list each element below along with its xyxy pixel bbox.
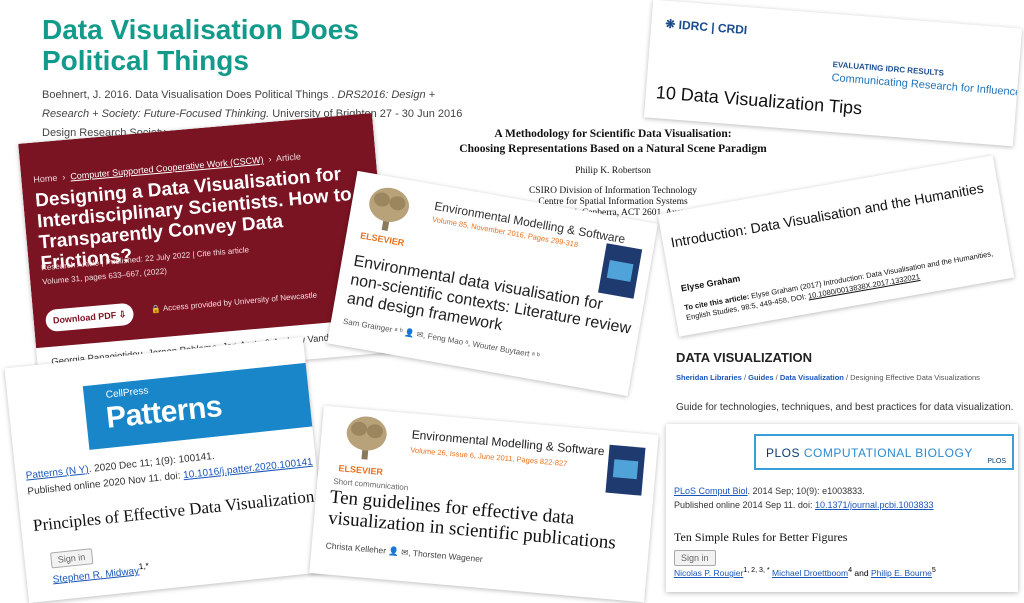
author-link[interactable]: Philip E. Bourne xyxy=(870,567,932,578)
ems-2011-article-card: ELSEVIER Environmental Modelling & Softw… xyxy=(309,405,659,603)
author-sup: 1, 2, 3, * xyxy=(743,566,770,574)
plos-article-title: Ten Simple Rules for Better Figures xyxy=(674,530,848,544)
chevron-right-icon: › xyxy=(265,153,275,165)
breadcrumb-sheridan[interactable]: Sheridan Libraries xyxy=(676,373,742,382)
author-sup: 5 xyxy=(931,566,936,574)
doi-link[interactable]: 10.1371/journal.pcbi.1003833 xyxy=(814,500,934,510)
idrc-logo: ❋ IDRC | CRDI xyxy=(665,17,748,37)
robertson-title-line1: A Methodology for Scientific Data Visual… xyxy=(494,128,732,140)
library-guide-header: DATA VISUALIZATION Sheridan Libraries / … xyxy=(676,344,1016,424)
robertson-org1: CSIRO Division of Information Technology xyxy=(528,186,698,196)
idrc-document-card: ❋ IDRC | CRDI EVALUATING IDRC RESULTS Co… xyxy=(643,0,1023,147)
graham-citation: To cite this article: Elyse Graham (2017… xyxy=(684,247,1008,323)
author-sup: 4 xyxy=(848,566,853,574)
citation-text: Boehnert, J. 2016. Data Visualisation Do… xyxy=(42,89,338,101)
ems-2016-article-card: ELSEVIER Environmental Modelling & Softw… xyxy=(327,170,658,397)
elsevier-tree-icon xyxy=(346,416,387,460)
access-notice: 🔒 Access provided by University of Newca… xyxy=(150,290,318,314)
guide-heading: DATA VISUALIZATION xyxy=(676,350,813,365)
journal-cover-image xyxy=(605,444,646,496)
sign-in-button[interactable]: Sign in xyxy=(674,550,716,566)
plos-small-logo: PLOS xyxy=(987,458,1006,465)
author-link[interactable]: Michael Droettboom xyxy=(772,567,849,578)
journal-cover-image xyxy=(598,243,643,299)
plos-journal-logo: PLOS COMPUTATIONAL BIOLOGY xyxy=(766,446,973,460)
plos-authors: Nicolas P. Rougier1, 2, 3, * Michael Dro… xyxy=(674,566,936,578)
guide-description: Guide for technologies, techniques, and … xyxy=(676,402,1014,413)
breadcrumb-article: Article xyxy=(275,151,302,164)
author-link[interactable]: Nicolas P. Rougier xyxy=(674,567,744,578)
plos-article-card: PLOS COMPUTATIONAL BIOLOGY PLOS PLoS Com… xyxy=(666,424,1018,592)
plos-published: Published online 2014 Sep 11. doi: 10.13… xyxy=(674,500,934,510)
robertson-address: GPO Box 664, Canberra, ACT 2601, Austral… xyxy=(523,208,703,218)
journal-link[interactable]: PLoS Comput Biol xyxy=(674,486,748,496)
source-details: . 2014 Sep; 10(9): e1003833. xyxy=(747,486,865,496)
idrc-brand-text: IDRC | CRDI xyxy=(678,17,748,38)
author-affiliation-sup: 1,* xyxy=(138,560,150,572)
patterns-article-title: Principles of Effective Data Visualizati… xyxy=(32,486,316,536)
graham-author: Elyse Graham xyxy=(680,273,742,294)
published-text: Published online 2014 Sep 11. doi: xyxy=(674,500,815,510)
elsevier-tree-icon xyxy=(369,187,410,231)
idrc-document-title: 10 Data Visualization Tips xyxy=(655,82,863,119)
breadcrumb-current: Designing Effective Data Visualizations xyxy=(850,373,980,382)
robertson-title-line2: Choosing Representations Based on a Natu… xyxy=(459,143,767,155)
breadcrumb-data-viz[interactable]: Data Visualization xyxy=(779,373,844,382)
plos-journal: COMPUTATIONAL BIOLOGY xyxy=(800,446,973,460)
plos-banner: PLOS COMPUTATIONAL BIOLOGY PLOS xyxy=(754,434,1014,470)
breadcrumb-guides[interactable]: Guides xyxy=(748,373,774,382)
ems-2016-article-title: Environmental data visualisation for non… xyxy=(345,252,633,338)
patterns-article-card: CellPress Patterns Patterns (N Y). 2020 … xyxy=(4,336,328,603)
sign-in-button[interactable]: Sign in xyxy=(49,548,93,569)
and-text: and xyxy=(852,567,871,578)
elsevier-wordmark: ELSEVIER xyxy=(338,463,384,478)
robertson-author: Philip K. Robertson xyxy=(575,166,651,176)
robertson-paper-header: A Methodology for Scientific Data Visual… xyxy=(452,128,774,223)
robertson-org2: Centre for Spatial Information Systems xyxy=(538,197,688,207)
breadcrumb-home[interactable]: Home xyxy=(32,172,58,185)
journal-link[interactable]: Patterns (N Y) xyxy=(25,464,90,482)
chevron-right-icon: › xyxy=(59,171,69,183)
page-title: Data Visualisation Does Political Things xyxy=(42,14,359,76)
guide-breadcrumb: Sheridan Libraries / Guides / Data Visua… xyxy=(676,373,980,382)
plos-brand: PLOS xyxy=(766,446,801,460)
ems-2011-authors[interactable]: Christa Kelleher 👤 ✉, Thorsten Wagener xyxy=(325,540,484,565)
plos-source: PLoS Comput Biol. 2014 Sep; 10(9): e1003… xyxy=(674,486,865,496)
author-link[interactable]: Stephen R. Midway xyxy=(52,565,140,586)
download-pdf-button[interactable]: Download PDF ⇩ xyxy=(44,302,135,333)
citation-venue: DRS2016: Design + Research + Society: Fu… xyxy=(42,89,436,120)
